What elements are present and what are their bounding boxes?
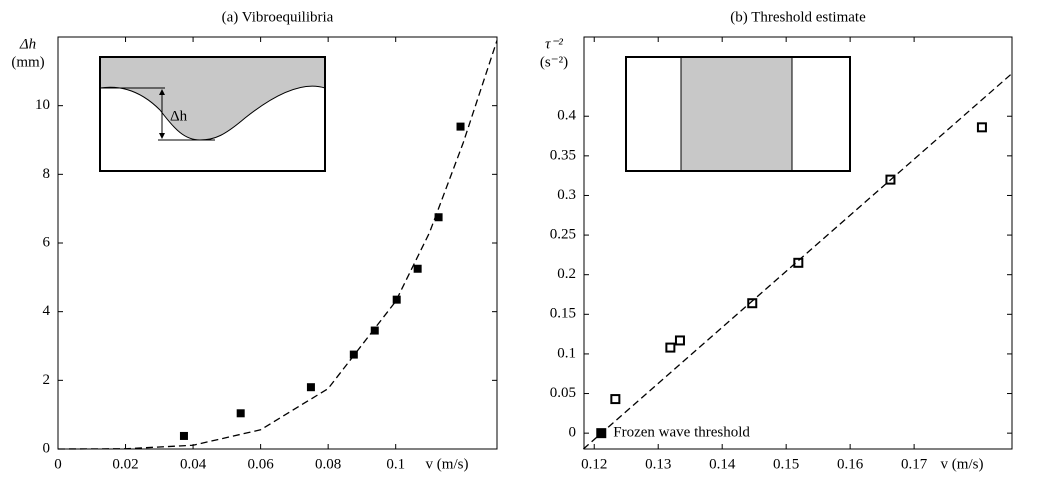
inset-a: Δh <box>99 56 326 172</box>
x-tick-label: 0.17 <box>901 456 928 472</box>
plot-frame <box>583 36 1013 450</box>
y-axis-label: τ⁻² <box>545 36 563 52</box>
y-tick-label: 0.05 <box>550 385 576 401</box>
y-tick-label: 4 <box>43 303 51 319</box>
data-point <box>306 383 315 392</box>
y-axis-unit: (mm) <box>11 54 44 70</box>
y-tick-label: 0.25 <box>550 227 576 243</box>
x-tick-label: 0.12 <box>581 456 607 472</box>
y-tick-label: 10 <box>35 97 50 113</box>
y-tick-label: 0.35 <box>550 147 576 163</box>
threshold-point <box>596 428 607 439</box>
x-tick-label: 0.04 <box>180 456 207 472</box>
x-tick-label: 0 <box>54 456 62 472</box>
x-axis-label: v (m/s) <box>426 456 469 472</box>
data-point <box>392 295 401 304</box>
y-tick-label: 2 <box>43 372 51 388</box>
y-tick-label: 8 <box>43 166 51 182</box>
chart-title: (b) Threshold estimate <box>730 9 866 25</box>
data-point <box>456 122 465 131</box>
y-axis-label: Δh <box>19 36 36 52</box>
data-point <box>665 342 676 353</box>
y-axis-unit: (s⁻²) <box>540 54 568 70</box>
y-tick-label: 0.2 <box>557 266 576 282</box>
data-point <box>610 394 621 405</box>
chart-title: (a) Vibroequilibria <box>222 9 334 25</box>
x-tick-label: 0.02 <box>112 456 138 472</box>
plot-frame <box>57 36 498 450</box>
x-tick-label: 0.13 <box>645 456 671 472</box>
inset-b <box>625 56 851 172</box>
y-tick-label: 0.1 <box>557 345 576 361</box>
x-axis-label: v (m/s) <box>941 456 984 472</box>
fit-line <box>582 72 1013 450</box>
data-point <box>885 174 896 185</box>
data-point <box>179 431 188 440</box>
x-tick-label: 0.16 <box>837 456 864 472</box>
data-point <box>413 264 422 273</box>
x-tick-label: 0.1 <box>386 456 405 472</box>
data-point <box>236 409 245 418</box>
inset-label: Δh <box>170 108 188 124</box>
data-point <box>349 350 358 359</box>
data-point <box>976 122 987 133</box>
y-tick-label: 6 <box>43 234 51 250</box>
data-point <box>674 335 685 346</box>
data-point <box>747 298 758 309</box>
x-tick-label: 0.15 <box>773 456 799 472</box>
x-tick-label: 0.06 <box>247 456 274 472</box>
y-tick-label: 0.15 <box>550 306 576 322</box>
x-tick-label: 0.14 <box>709 456 736 472</box>
y-tick-label: 0 <box>43 440 51 456</box>
data-point <box>434 213 443 222</box>
fit-line <box>57 40 498 450</box>
data-point <box>793 257 804 268</box>
y-tick-label: 0 <box>569 425 577 441</box>
threshold-label: Frozen wave threshold <box>613 425 750 441</box>
x-tick-label: 0.08 <box>315 456 341 472</box>
y-tick-label: 0.4 <box>557 108 576 124</box>
y-tick-label: 0.3 <box>557 187 576 203</box>
data-point <box>370 326 379 335</box>
